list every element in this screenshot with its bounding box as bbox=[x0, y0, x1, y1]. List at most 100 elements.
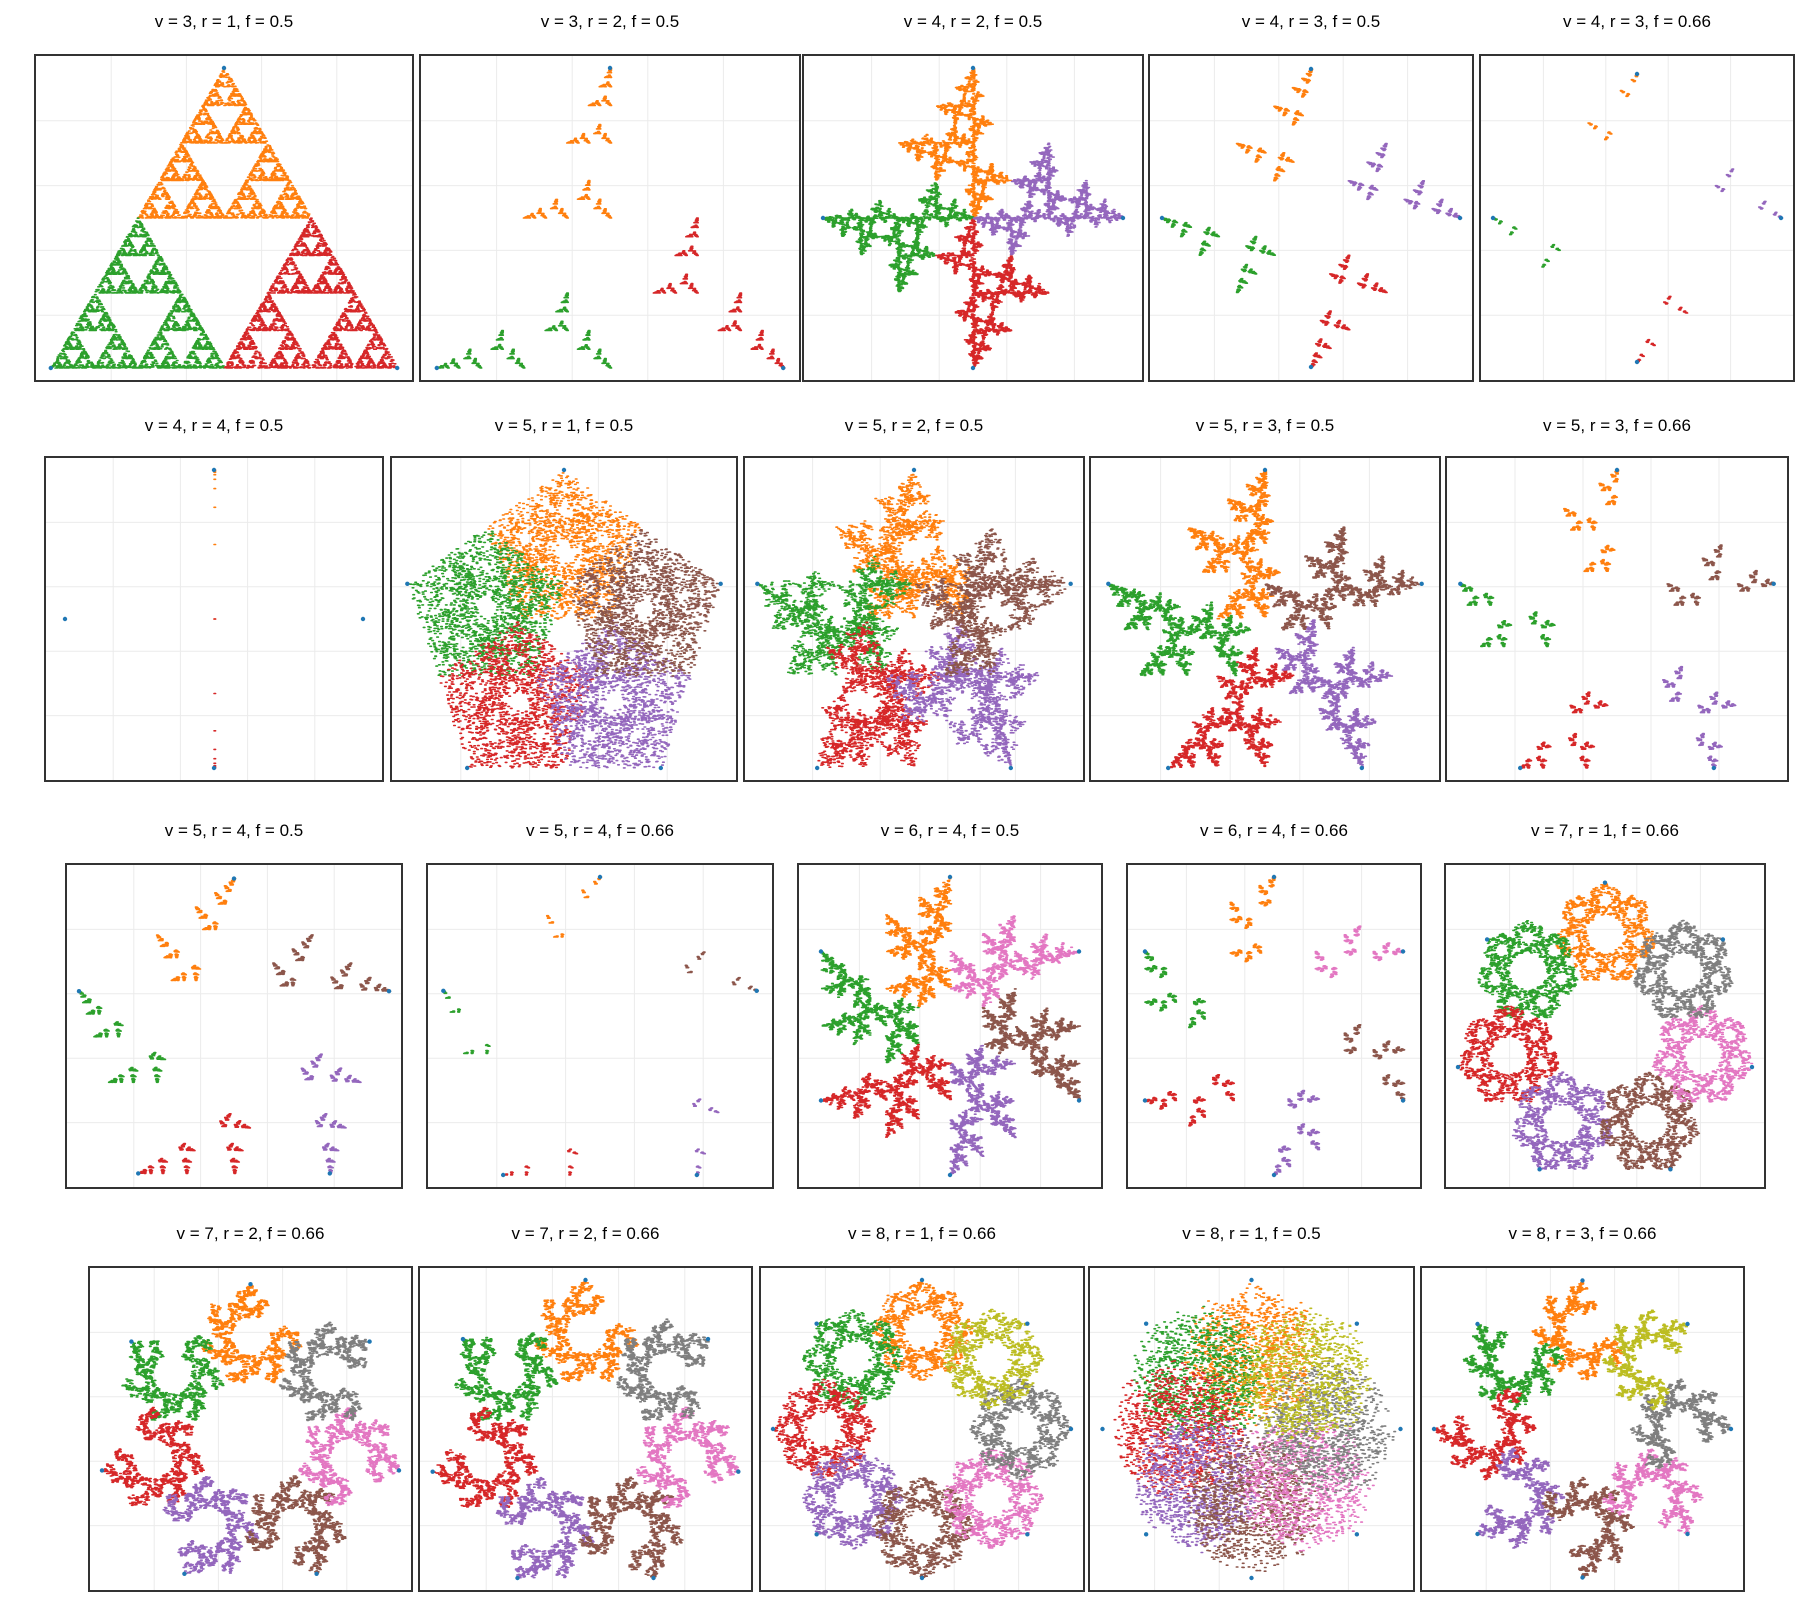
point-series-2 bbox=[1144, 950, 1207, 1029]
vertex-point bbox=[1076, 1098, 1082, 1103]
vertex-point bbox=[718, 581, 723, 587]
vertex-point bbox=[1771, 581, 1776, 587]
point-series-4 bbox=[536, 619, 692, 769]
point-series-3 bbox=[1168, 647, 1295, 769]
vertex-point bbox=[1076, 949, 1082, 954]
vertex-point bbox=[360, 616, 366, 622]
point-series-3 bbox=[1310, 254, 1388, 368]
point-series-4 bbox=[1511, 1071, 1614, 1170]
vertex-point bbox=[1668, 1167, 1673, 1172]
vertex-point bbox=[76, 989, 82, 994]
vertex-point bbox=[1143, 1321, 1149, 1326]
panel-1: v = 3, r = 1, f = 0.5 bbox=[34, 8, 414, 382]
panel-2: v = 3, r = 2, f = 0.5 bbox=[419, 8, 801, 382]
point-series-8 bbox=[1601, 1309, 1690, 1411]
panel-15: v = 7, r = 1, f = 0.66 bbox=[1444, 817, 1766, 1189]
scatter-plot bbox=[67, 865, 401, 1187]
point-series-6 bbox=[298, 1407, 401, 1507]
vertex-point bbox=[1271, 874, 1277, 880]
panel-title: v = 5, r = 2, f = 0.5 bbox=[844, 416, 984, 435]
plot-frame bbox=[1088, 1266, 1415, 1592]
vertex-point bbox=[814, 1532, 819, 1537]
panel-11: v = 5, r = 4, f = 0.5 bbox=[65, 817, 403, 1189]
point-series-1 bbox=[885, 876, 953, 1008]
vertex-point bbox=[367, 1339, 372, 1344]
point-series-4 bbox=[1477, 1447, 1566, 1549]
point-series-7 bbox=[1629, 1378, 1733, 1469]
point-series-1 bbox=[1587, 73, 1640, 141]
plot-frame bbox=[1420, 1266, 1745, 1592]
scatter-plot bbox=[1091, 458, 1439, 780]
panel-title: v = 7, r = 1, f = 0.66 bbox=[1531, 821, 1679, 840]
point-series-6 bbox=[1651, 1004, 1754, 1103]
panel-title: v = 8, r = 1, f = 0.66 bbox=[848, 1224, 996, 1243]
vertex-point bbox=[1068, 1426, 1074, 1432]
point-series-4 bbox=[692, 1098, 720, 1176]
vertex-point bbox=[1484, 937, 1490, 942]
point-series-3 bbox=[213, 618, 217, 769]
vertex-point bbox=[1749, 1064, 1755, 1070]
vertex-point bbox=[1475, 1321, 1480, 1327]
plot-frame bbox=[1479, 54, 1795, 382]
panel-16: v = 7, r = 2, f = 0.66 bbox=[88, 1220, 413, 1592]
point-series-3 bbox=[137, 1113, 252, 1175]
vertex-point bbox=[211, 765, 217, 771]
vertex-point bbox=[1308, 66, 1314, 72]
vertex-point bbox=[314, 1571, 319, 1576]
scatter-plot bbox=[428, 865, 772, 1187]
point-series-1 bbox=[522, 67, 613, 219]
vertex-point bbox=[1308, 364, 1314, 370]
scatter-plot bbox=[1422, 1268, 1743, 1590]
vertex-point bbox=[919, 1575, 925, 1581]
vertex-point bbox=[129, 1339, 134, 1344]
plot-frame bbox=[44, 456, 384, 782]
point-series-5 bbox=[1666, 544, 1776, 606]
point-series-1 bbox=[213, 469, 217, 620]
point-series-3 bbox=[439, 621, 595, 769]
point-series-5 bbox=[578, 1476, 684, 1578]
scatter-plot bbox=[420, 1268, 751, 1590]
vertex-point bbox=[62, 616, 68, 622]
point-series-3 bbox=[817, 621, 943, 768]
vertex-point bbox=[464, 765, 470, 771]
panel-title: v = 6, r = 4, f = 0.66 bbox=[1200, 821, 1348, 840]
point-series-2 bbox=[1462, 1324, 1565, 1411]
point-series-4 bbox=[495, 1476, 595, 1579]
panel-title: v = 3, r = 1, f = 0.5 bbox=[154, 12, 294, 31]
vertex-point bbox=[1159, 215, 1165, 221]
vertex-point bbox=[1271, 1172, 1277, 1178]
vertex-point bbox=[500, 1172, 506, 1178]
panel-title: v = 8, r = 1, f = 0.5 bbox=[1182, 1224, 1321, 1243]
point-series-1 bbox=[137, 67, 311, 219]
plot-frame bbox=[1444, 863, 1766, 1189]
vertex-point bbox=[607, 65, 613, 71]
point-series-3 bbox=[821, 1043, 953, 1138]
vertex-point bbox=[705, 1336, 711, 1342]
vertex-point bbox=[1431, 1426, 1437, 1432]
vertex-point bbox=[1490, 215, 1496, 221]
point-series-6 bbox=[949, 915, 1081, 1008]
scatter-plot bbox=[761, 1268, 1083, 1590]
vertex-point bbox=[1142, 949, 1148, 954]
plot-frame bbox=[426, 863, 774, 1189]
panel-title: v = 5, r = 3, f = 0.66 bbox=[1543, 416, 1691, 435]
vertex-point bbox=[561, 467, 567, 473]
point-series-8 bbox=[1237, 1307, 1374, 1449]
point-series-3 bbox=[1519, 691, 1609, 769]
point-series-1 bbox=[1235, 68, 1314, 182]
panel-8: v = 5, r = 2, f = 0.5 bbox=[743, 412, 1085, 782]
vertex-point bbox=[1400, 1098, 1406, 1103]
vertex-point bbox=[405, 581, 410, 587]
point-series-5 bbox=[272, 934, 392, 992]
vertex-point bbox=[182, 1571, 187, 1576]
point-series-2 bbox=[442, 990, 491, 1055]
scatter-plot bbox=[1447, 458, 1787, 780]
vertex-point bbox=[395, 365, 400, 371]
point-series-2 bbox=[121, 1335, 225, 1421]
plot-frame bbox=[797, 863, 1103, 1189]
vertex-point bbox=[1398, 1426, 1403, 1432]
point-series-3 bbox=[1636, 295, 1689, 363]
vertex-point bbox=[1778, 215, 1784, 221]
vertex-point bbox=[1537, 1167, 1542, 1172]
point-series-7 bbox=[278, 1321, 369, 1422]
